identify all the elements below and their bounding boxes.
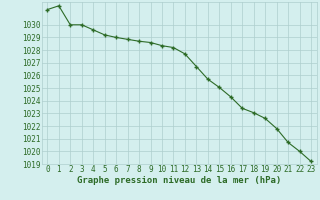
X-axis label: Graphe pression niveau de la mer (hPa): Graphe pression niveau de la mer (hPa) [77,176,281,185]
